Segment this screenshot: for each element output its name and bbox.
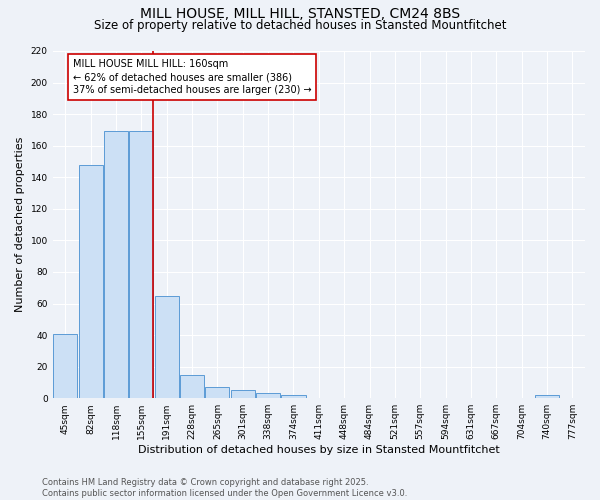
Bar [281,395,305,398]
Bar [130,132,154,398]
Bar [53,334,77,398]
Y-axis label: Number of detached properties: Number of detached properties [15,137,25,312]
Text: MILL HOUSE MILL HILL: 160sqm
← 62% of detached houses are smaller (386)
37% of s: MILL HOUSE MILL HILL: 160sqm ← 62% of de… [73,59,311,96]
Bar [180,374,204,398]
X-axis label: Distribution of detached houses by size in Stansted Mountfitchet: Distribution of detached houses by size … [138,445,500,455]
Bar [79,164,103,398]
Bar [155,296,179,398]
Bar [256,394,280,398]
Text: Size of property relative to detached houses in Stansted Mountfitchet: Size of property relative to detached ho… [94,19,506,32]
Bar [205,387,229,398]
Text: MILL HOUSE, MILL HILL, STANSTED, CM24 8BS: MILL HOUSE, MILL HILL, STANSTED, CM24 8B… [140,8,460,22]
Bar [104,132,128,398]
Bar [231,390,255,398]
Bar [535,395,559,398]
Text: Contains HM Land Registry data © Crown copyright and database right 2025.
Contai: Contains HM Land Registry data © Crown c… [42,478,407,498]
